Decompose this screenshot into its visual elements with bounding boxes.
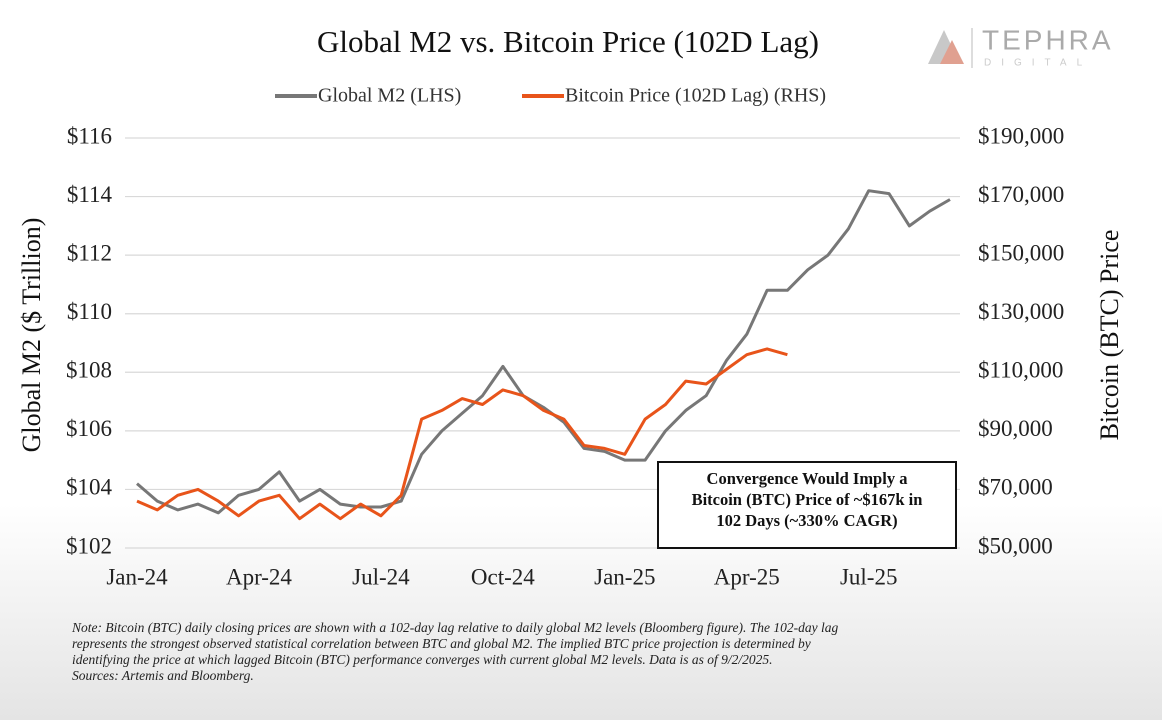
y2-tick-label: $70,000 xyxy=(978,475,1053,500)
legend-label: Global M2 (LHS) xyxy=(318,85,461,107)
x-tick-label: Jan-25 xyxy=(594,564,655,589)
note-line: identifying the price at which lagged Bi… xyxy=(72,652,773,667)
y2-axis-label: Bitcoin (BTC) Price xyxy=(1095,230,1124,441)
logo-text: TEPHRA xyxy=(982,24,1114,55)
chart: Global M2 vs. Bitcoin Price (102D Lag) T… xyxy=(17,24,1124,589)
legend-label: Bitcoin Price (102D Lag) (RHS) xyxy=(565,85,826,107)
x-tick-label: Apr-25 xyxy=(714,564,780,589)
annotation-box xyxy=(657,461,957,549)
x-tick-label: Oct-24 xyxy=(471,564,535,589)
logo-subtext: DIGITAL xyxy=(984,58,1092,69)
logo: TEPHRA DIGITAL xyxy=(928,24,1114,69)
annotation-text: 102 Days (~330% CAGR) xyxy=(716,511,897,530)
logo-icon xyxy=(940,40,964,64)
y-tick-label: $112 xyxy=(67,240,112,265)
chart-title: Global M2 vs. Bitcoin Price (102D Lag) xyxy=(317,24,819,59)
y2-tick-label: $150,000 xyxy=(978,240,1064,265)
y-tick-label: $104 xyxy=(66,475,113,500)
series-line xyxy=(136,347,788,521)
y-tick-label: $102 xyxy=(66,533,112,558)
x-tick-label: Jul-25 xyxy=(840,564,898,589)
y2-tick-label: $90,000 xyxy=(978,416,1053,441)
y-tick-label: $106 xyxy=(66,416,112,441)
annotation-text: Bitcoin (BTC) Price of ~$167k in xyxy=(692,490,923,509)
note-line: Note: Bitcoin (BTC) daily closing prices… xyxy=(72,620,839,635)
y-tick-label: $110 xyxy=(67,299,112,324)
y-tick-label: $114 xyxy=(67,182,113,207)
y-axis-label: Global M2 ($ Trillion) xyxy=(17,218,46,453)
note-line: represents the strongest observed statis… xyxy=(72,636,811,651)
note-line: Sources: Artemis and Bloomberg. xyxy=(72,668,254,683)
y2-tick-label: $190,000 xyxy=(978,123,1064,148)
y2-tick-label: $110,000 xyxy=(978,358,1063,383)
x-tick-label: Jan-24 xyxy=(106,564,168,589)
series-line xyxy=(136,189,951,515)
y-tick-label: $116 xyxy=(67,123,112,148)
y-tick-label: $108 xyxy=(66,358,112,383)
x-tick-label: Jul-24 xyxy=(352,564,410,589)
y2-tick-label: $130,000 xyxy=(978,299,1064,324)
x-tick-label: Apr-24 xyxy=(226,564,292,589)
y2-tick-label: $50,000 xyxy=(978,533,1053,558)
note: Note: Bitcoin (BTC) daily closing prices… xyxy=(72,620,1092,684)
annotation-text: Convergence Would Imply a xyxy=(707,469,908,488)
y2-tick-label: $170,000 xyxy=(978,182,1064,207)
